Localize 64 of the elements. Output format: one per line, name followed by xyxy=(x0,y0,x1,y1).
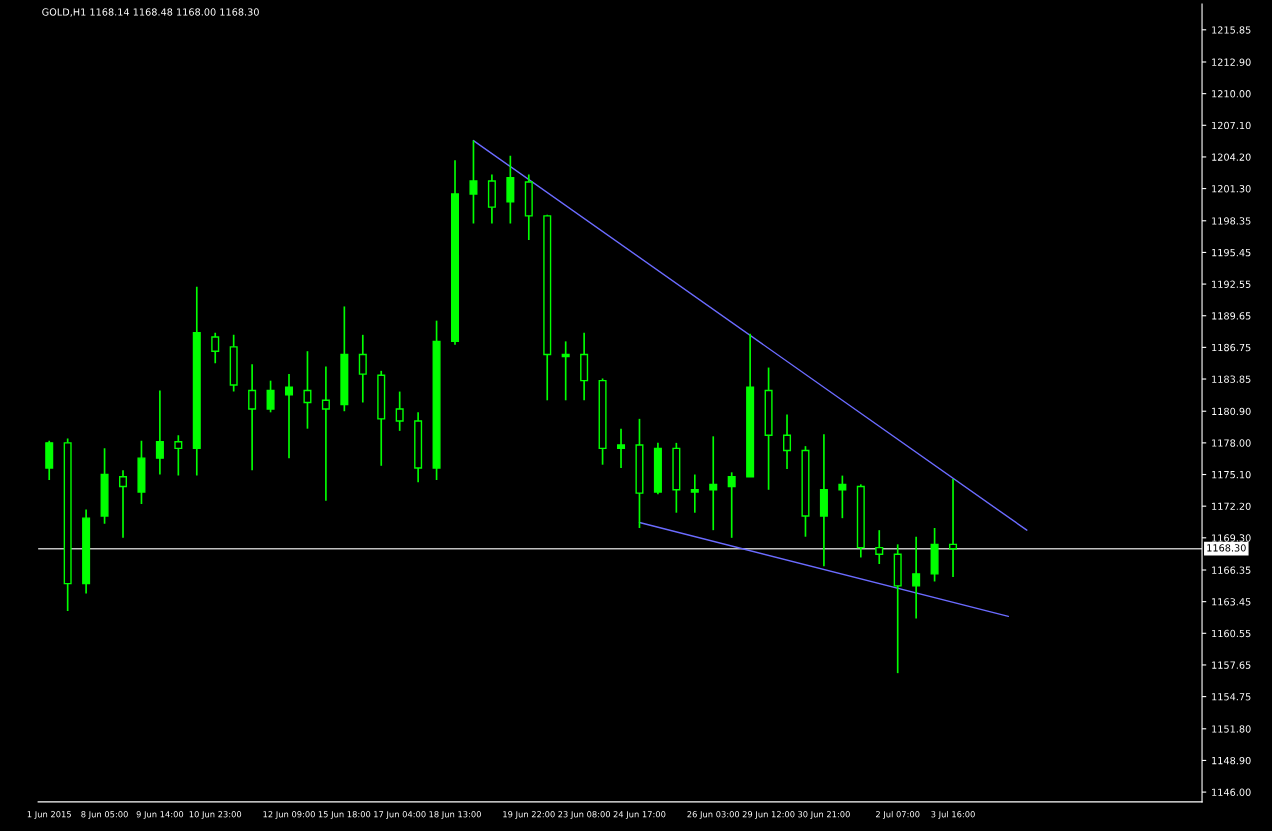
y-tick-label: 1192.55 xyxy=(1212,280,1251,288)
candlestick xyxy=(118,469,128,539)
y-tick-label: 1215.85 xyxy=(1212,26,1251,34)
x-tick-label: 2 Jul 07:00 xyxy=(875,810,920,819)
y-tick-label: 1166.35 xyxy=(1212,566,1251,574)
candlestick xyxy=(155,389,164,476)
y-tick-label: 1157.65 xyxy=(1212,661,1251,669)
y-tick-label: 1146.00 xyxy=(1212,788,1251,796)
y-tick-label: 1160.55 xyxy=(1212,629,1251,638)
candlestick xyxy=(617,427,626,469)
candlestick xyxy=(395,390,404,432)
y-tick-label: 1163.45 xyxy=(1212,598,1251,606)
candlestick xyxy=(838,474,847,520)
y-tick-label: 1198.35 xyxy=(1212,217,1251,225)
x-tick-label: 15 Jun 18:00 xyxy=(318,811,371,819)
y-tick-label: 1148.90 xyxy=(1212,756,1251,765)
y-tick-label: 1175.10 xyxy=(1212,470,1251,479)
y-tick-label: 1154.75 xyxy=(1212,693,1251,701)
x-tick-label: 18 Jun 13:00 xyxy=(429,811,481,819)
x-tick-label: 10 Jun 23:00 xyxy=(189,811,242,819)
y-tick-label: 1201.30 xyxy=(1212,185,1251,193)
y-tick-label: 1207.10 xyxy=(1212,121,1251,130)
x-tick-label: 29 Jun 12:00 xyxy=(742,811,795,819)
x-tick-label: 17 Jun 04:00 xyxy=(374,811,426,819)
y-tick-label: 1212.90 xyxy=(1212,58,1251,66)
y-tick-label: 1186.75 xyxy=(1212,343,1251,352)
x-tick-label: 3 Jul 16:00 xyxy=(931,810,975,819)
candlestick xyxy=(303,350,312,430)
x-tick-label: 9 Jun 14:00 xyxy=(136,811,184,819)
y-tick-label: 1180.90 xyxy=(1212,407,1251,416)
candlestick xyxy=(248,363,257,471)
candlestick xyxy=(174,434,183,477)
y-tick-label: 1172.20 xyxy=(1212,502,1251,510)
x-tick-label: 30 Jun 21:00 xyxy=(798,811,850,819)
y-tick-label: 1178.00 xyxy=(1212,439,1251,447)
y-tick-label: 1195.45 xyxy=(1212,248,1251,257)
chart-title: GOLD,H1 1168.14 1168.48 1168.00 1168.30 xyxy=(42,8,259,17)
y-tick-label: 1210.00 xyxy=(1212,90,1251,98)
ref-line-label: 1168.30 xyxy=(1207,544,1246,552)
candlestick xyxy=(358,333,367,404)
candlestick xyxy=(690,473,699,514)
candlestick xyxy=(912,535,921,620)
candlestick xyxy=(321,365,330,502)
y-tick-label: 1151.80 xyxy=(1212,725,1251,733)
candlestick xyxy=(949,478,958,578)
candlestick xyxy=(469,139,478,225)
candlestick xyxy=(211,331,220,365)
candlestick xyxy=(875,529,884,565)
candlestick xyxy=(727,471,736,539)
x-tick-label: 8 Jun 05:00 xyxy=(81,811,128,819)
x-tick-label: 1 Jun 2015 xyxy=(27,811,71,819)
candlestick xyxy=(709,435,718,532)
x-tick-label: 26 Jun 03:00 xyxy=(687,811,740,819)
x-tick-label: 23 Jun 08:00 xyxy=(558,811,611,819)
candlestick xyxy=(783,413,792,470)
y-tick-label: 1189.65 xyxy=(1212,312,1251,320)
x-tick-label: 19 Jun 22:00 xyxy=(503,811,555,819)
y-tick-label: 1204.20 xyxy=(1212,153,1251,161)
x-tick-label: 24 Jun 17:00 xyxy=(613,811,666,819)
candlestick xyxy=(266,379,275,414)
x-tick-label: 12 Jun 09:00 xyxy=(263,811,315,819)
y-tick-label: 1183.85 xyxy=(1212,375,1251,383)
y-tick-label: 1169.30 xyxy=(1212,534,1251,542)
candlestick xyxy=(284,373,294,459)
